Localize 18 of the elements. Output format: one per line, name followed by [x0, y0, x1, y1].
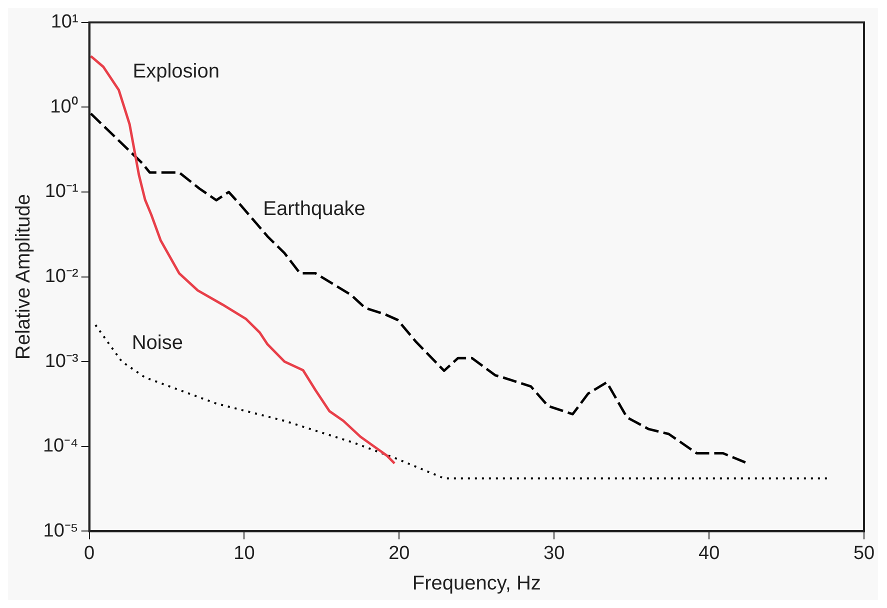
y-tick-label: 10⁻³: [44, 350, 78, 372]
y-tick-label: 10¹: [50, 12, 78, 33]
x-axis-title: Frequency, Hz: [412, 572, 541, 595]
y-axis-title: Relative Amplitude: [12, 194, 35, 360]
x-tick-label: 10: [234, 542, 255, 564]
y-tick-label: 10⁻⁵: [43, 520, 78, 542]
x-tick-label: 50: [853, 542, 875, 564]
y-tick-label: 10⁻⁴: [42, 436, 78, 457]
x-tick-label: 0: [84, 542, 95, 564]
y-tick-label: 10⁻²: [44, 266, 78, 288]
y-tick-label: 10⁰: [50, 95, 78, 118]
series-label: Explosion: [132, 60, 220, 82]
y-tick-label: 10⁻¹: [44, 181, 78, 202]
x-tick-label: 20: [388, 542, 410, 564]
series-label: Noise: [132, 332, 183, 354]
x-tick-label: 30: [544, 542, 565, 564]
series-label: Earthquake: [263, 198, 366, 220]
x-tick-label: 40: [698, 542, 720, 564]
